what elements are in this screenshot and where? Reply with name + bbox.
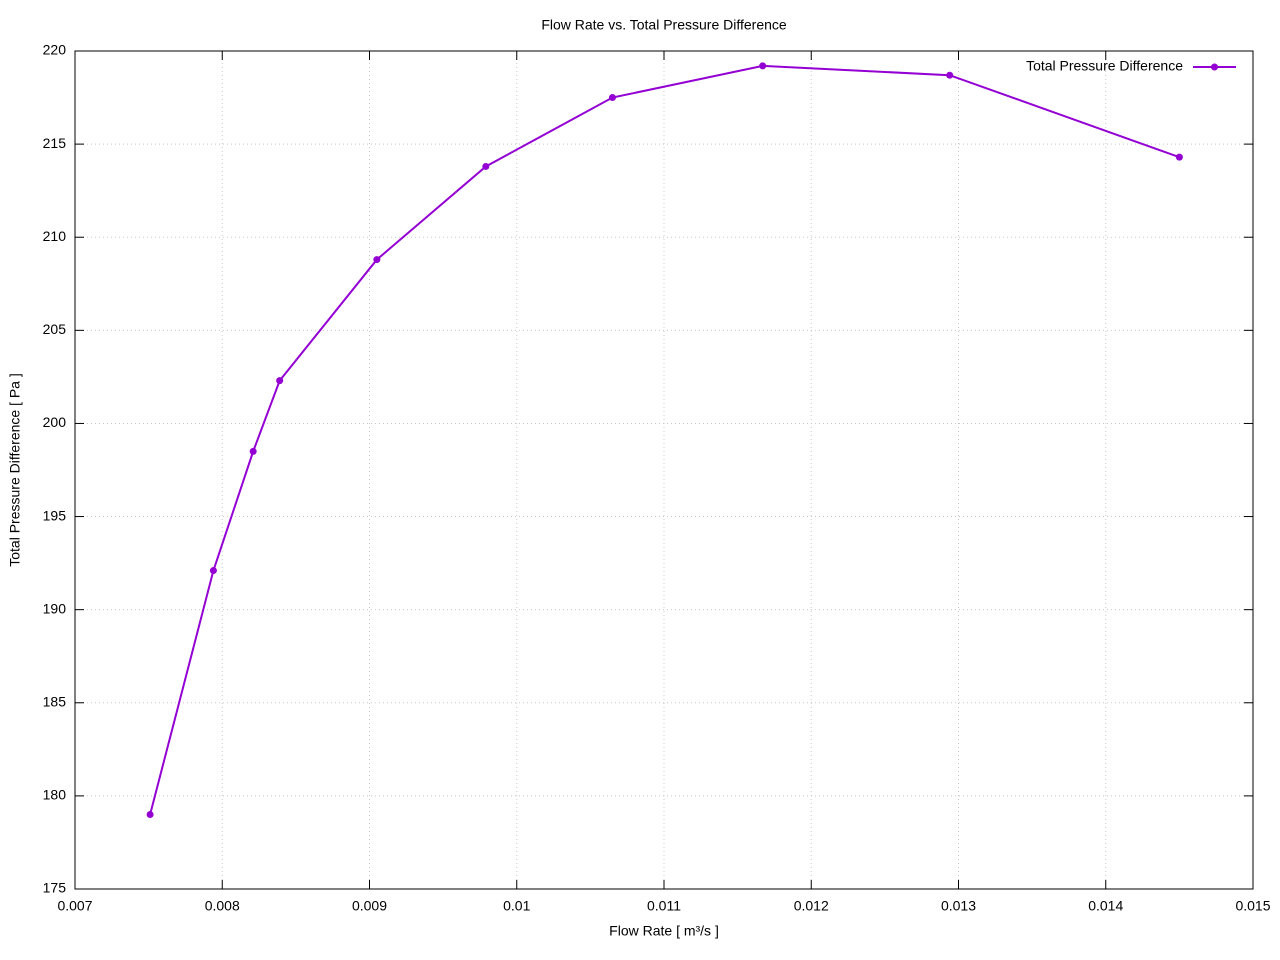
series-line <box>149 64 1180 815</box>
legend-point <box>1211 63 1218 71</box>
y-tick-label: 195 <box>43 507 67 523</box>
y-tick-label: 185 <box>43 693 67 709</box>
x-axis-label: Flow Rate [ m³/s ] <box>609 923 719 939</box>
y-tick-label: 190 <box>43 600 67 616</box>
data-point <box>482 162 490 170</box>
data-point <box>373 256 381 264</box>
x-tick-label: 0.01 <box>503 898 530 914</box>
x-tick-label: 0.009 <box>352 898 387 914</box>
chart-title: Flow Rate vs. Total Pressure Difference <box>541 17 787 33</box>
data-point <box>946 71 954 79</box>
y-tick-label: 205 <box>43 321 67 337</box>
data-point <box>146 811 154 819</box>
x-tick-label: 0.012 <box>794 898 829 914</box>
y-axis-label: Total Pressure Difference [ Pa ] <box>7 373 23 567</box>
data-point <box>276 377 284 385</box>
y-tick-label: 200 <box>43 414 67 430</box>
x-tick-label: 0.014 <box>1088 898 1123 914</box>
data-point <box>1175 153 1183 161</box>
y-tick-label: 180 <box>43 787 67 803</box>
x-tick-label: 0.011 <box>647 898 681 914</box>
x-tick-label: 0.015 <box>1235 898 1270 914</box>
y-tick-label: 215 <box>43 135 67 151</box>
y-tick-label: 210 <box>43 228 67 244</box>
data-point <box>608 94 616 102</box>
data-point <box>759 62 767 70</box>
x-tick-label: 0.013 <box>941 898 976 914</box>
plot-frame <box>74 50 1254 890</box>
x-tick-label: 0.007 <box>57 898 92 914</box>
data-point <box>209 567 217 575</box>
y-tick-label: 220 <box>43 42 67 58</box>
data-point <box>249 447 257 455</box>
x-tick-label: 0.008 <box>205 898 240 914</box>
y-tick-label: 175 <box>43 880 67 896</box>
legend-label: Total Pressure Difference <box>1026 58 1183 74</box>
